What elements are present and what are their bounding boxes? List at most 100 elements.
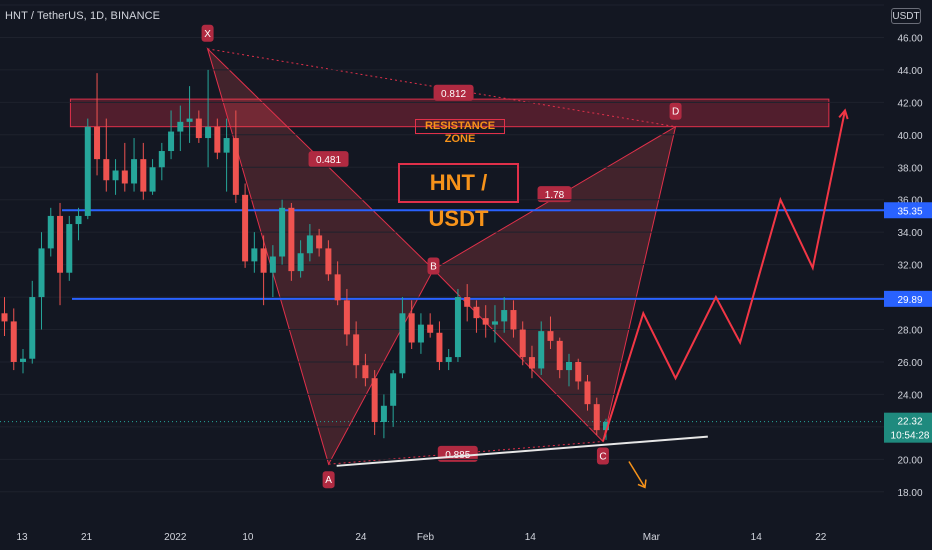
downside-arrowhead	[637, 479, 647, 489]
support-trendline	[336, 435, 708, 467]
candle-body	[260, 248, 267, 273]
price-tick-label: 24.00	[897, 390, 922, 401]
candle-body	[565, 361, 572, 371]
ratio-badge	[537, 186, 572, 203]
candle-body	[408, 313, 415, 343]
pattern-point-badge	[427, 257, 440, 275]
projection-arrowhead	[838, 108, 849, 120]
candle-body	[464, 297, 471, 307]
candle-body	[29, 297, 36, 359]
ratio-label: 0.481	[316, 155, 341, 166]
candle-body	[38, 248, 45, 298]
price-axis[interactable]: 18.0020.0022.0024.0026.0028.0030.0032.00…	[884, 0, 932, 550]
candle-body	[205, 126, 212, 139]
candle-body	[343, 300, 350, 335]
candle-body	[436, 332, 443, 362]
candle-body	[445, 357, 452, 362]
candle-body	[251, 248, 258, 262]
candle-body	[519, 329, 526, 358]
time-tick-label: Feb	[417, 532, 435, 543]
price-line-tag	[884, 290, 932, 307]
price-tick-label: 38.00	[897, 163, 922, 174]
price-tick-label: 32.00	[897, 261, 922, 272]
time-tick-label: 14	[525, 532, 537, 543]
resistance-zone-label: RESISTANCE ZONE	[415, 119, 505, 145]
symbol-title[interactable]: HNT / TetherUS, 1D, BINANCE	[5, 10, 161, 22]
candle-body	[510, 310, 517, 330]
candle-body	[242, 194, 249, 262]
candle-body	[390, 373, 397, 406]
pattern-point-badge	[669, 102, 682, 120]
price-axis-background	[884, 0, 932, 550]
pattern-point-badge	[201, 24, 214, 42]
time-tick-label: 13	[16, 532, 28, 543]
countdown-label: 10:54:28	[891, 431, 930, 442]
candle-body	[66, 224, 73, 273]
price-tick-label: 20.00	[897, 455, 922, 466]
current-price-label: 22.32	[897, 417, 922, 428]
price-tick-label: 42.00	[897, 98, 922, 109]
time-tick-label: 24	[355, 532, 367, 543]
time-axis-background	[0, 523, 932, 550]
price-line-tag-label: 29.89	[897, 295, 922, 306]
candle-body	[399, 313, 406, 374]
candle-body	[279, 207, 286, 257]
projection-path	[601, 108, 849, 489]
time-tick-label: Mar	[643, 532, 661, 543]
candle-body	[214, 126, 221, 153]
candle-body	[57, 215, 64, 273]
candle-body	[112, 170, 119, 181]
candle-body	[528, 357, 535, 369]
candle-body	[603, 422, 609, 431]
candle-body	[297, 253, 304, 272]
candle-body	[334, 274, 341, 301]
candle-body	[353, 334, 360, 366]
candle-body	[538, 331, 545, 369]
candle-body	[168, 131, 175, 152]
candle-body	[140, 159, 147, 192]
candle-body	[491, 321, 498, 325]
candle-body	[186, 118, 193, 122]
candle-body	[362, 365, 369, 379]
candle-body	[75, 215, 82, 225]
candle-body	[149, 167, 156, 192]
ratio-line-xd	[207, 48, 676, 128]
time-tick-label: 14	[751, 532, 763, 543]
time-tick-label: 21	[81, 532, 93, 543]
current-price-tag	[884, 412, 932, 443]
candle-body	[427, 324, 434, 333]
candle-body	[1, 313, 8, 322]
price-tick-label: 28.00	[897, 326, 922, 337]
time-axis[interactable]: 13 21 2022 10 24 Feb 14 Mar 14 22	[0, 523, 932, 550]
price-tick-label: 18.00	[897, 488, 922, 499]
ratio-label: 1.78	[545, 190, 565, 201]
candle-body	[473, 306, 480, 319]
candle-body	[158, 151, 165, 168]
pattern-point-labels: X A B C D	[201, 24, 682, 489]
time-tick-label: 2022	[164, 532, 187, 543]
candle-body	[223, 138, 230, 153]
candle-body	[306, 235, 313, 254]
price-line-tag-label: 35.35	[897, 206, 922, 217]
projection-line	[601, 110, 846, 442]
price-line-tag	[884, 202, 932, 219]
currency-badge[interactable]: USDT	[891, 8, 921, 24]
price-tick-label: 26.00	[897, 358, 922, 369]
ratio-badge	[433, 84, 474, 101]
candle-body	[94, 126, 101, 160]
price-tick-label: 44.00	[897, 66, 922, 77]
candle-body	[556, 340, 563, 371]
chart-annotation-title: HNT / USDT	[398, 163, 519, 231]
candle-body	[20, 358, 27, 362]
price-tick-label: 34.00	[897, 228, 922, 239]
pattern-point-label: A	[325, 475, 332, 486]
ratio-badge	[308, 151, 349, 168]
pattern-point-label: B	[430, 261, 437, 272]
time-tick-label: 22	[815, 532, 827, 543]
candle-body	[575, 361, 582, 382]
pattern-point-label: C	[599, 451, 606, 462]
downside-arrow	[628, 461, 646, 488]
pattern-point-label: X	[204, 29, 211, 40]
